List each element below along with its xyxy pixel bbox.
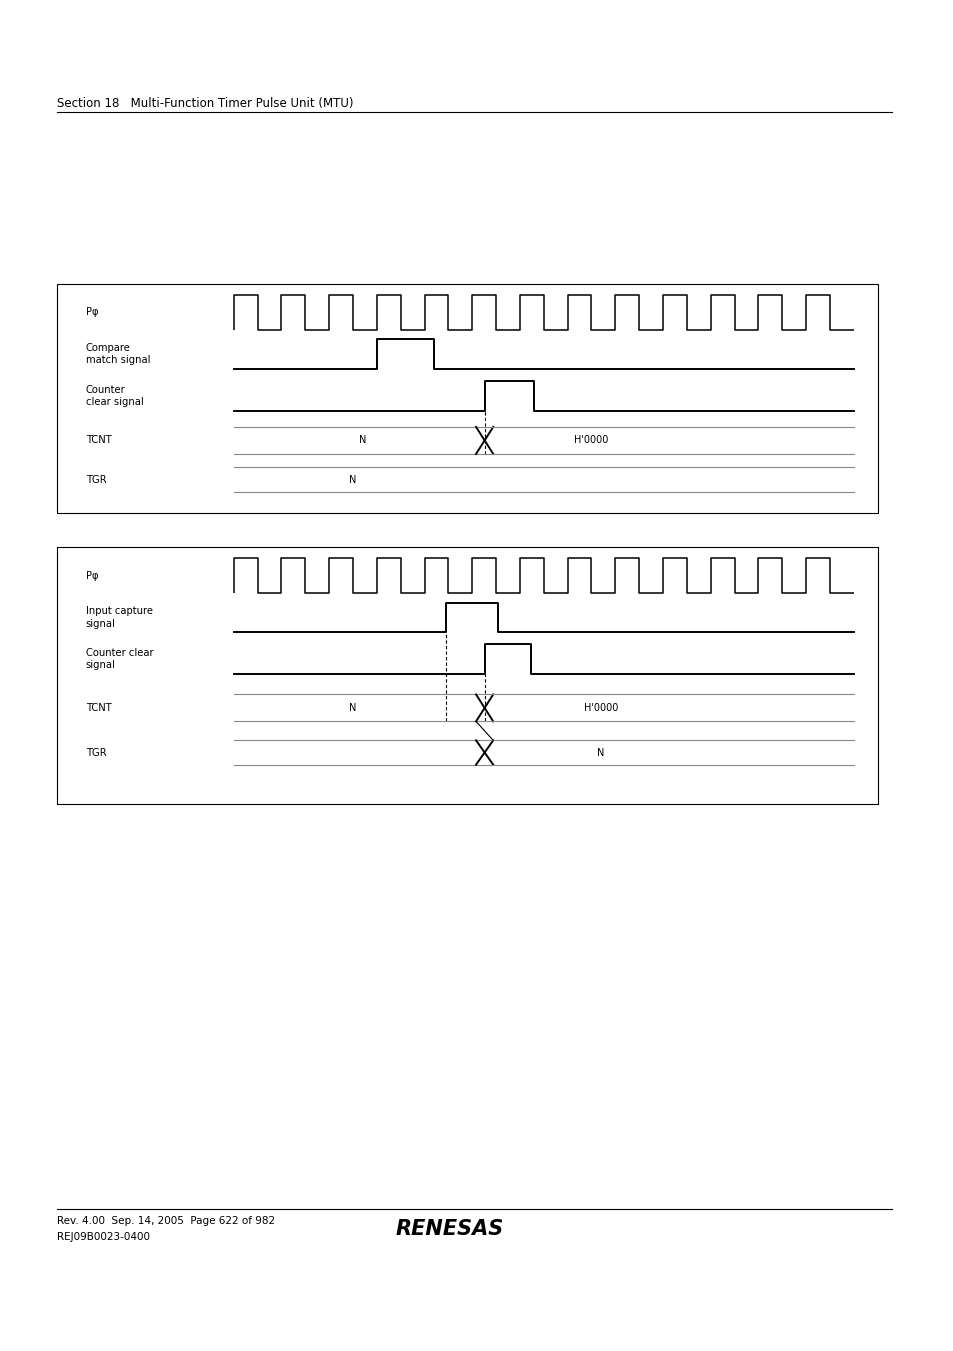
Text: Rev. 4.00  Sep. 14, 2005  Page 622 of 982: Rev. 4.00 Sep. 14, 2005 Page 622 of 982 bbox=[57, 1216, 275, 1225]
Text: N: N bbox=[597, 747, 604, 758]
Text: REJ09B0023-0400: REJ09B0023-0400 bbox=[57, 1232, 150, 1242]
Text: H'0000: H'0000 bbox=[583, 703, 618, 713]
Text: N: N bbox=[349, 474, 356, 485]
Bar bbox=[57, 547, 877, 804]
Text: Input capture
signal: Input capture signal bbox=[86, 607, 152, 628]
Text: Compare
match signal: Compare match signal bbox=[86, 343, 151, 365]
Text: Pφ: Pφ bbox=[86, 570, 98, 581]
Text: Section 18   Multi-Function Timer Pulse Unit (MTU): Section 18 Multi-Function Timer Pulse Un… bbox=[57, 97, 354, 111]
Text: N: N bbox=[349, 703, 356, 713]
Bar bbox=[57, 284, 877, 513]
Text: Counter clear
signal: Counter clear signal bbox=[86, 648, 153, 670]
Text: RENESAS: RENESAS bbox=[395, 1219, 503, 1239]
Text: Counter
clear signal: Counter clear signal bbox=[86, 385, 144, 407]
Text: Pφ: Pφ bbox=[86, 307, 98, 317]
Text: TGR: TGR bbox=[86, 747, 107, 758]
Text: N: N bbox=[358, 435, 366, 446]
Text: TCNT: TCNT bbox=[86, 435, 112, 446]
Text: TGR: TGR bbox=[86, 474, 107, 485]
Text: TCNT: TCNT bbox=[86, 703, 112, 713]
Text: H'0000: H'0000 bbox=[574, 435, 608, 446]
